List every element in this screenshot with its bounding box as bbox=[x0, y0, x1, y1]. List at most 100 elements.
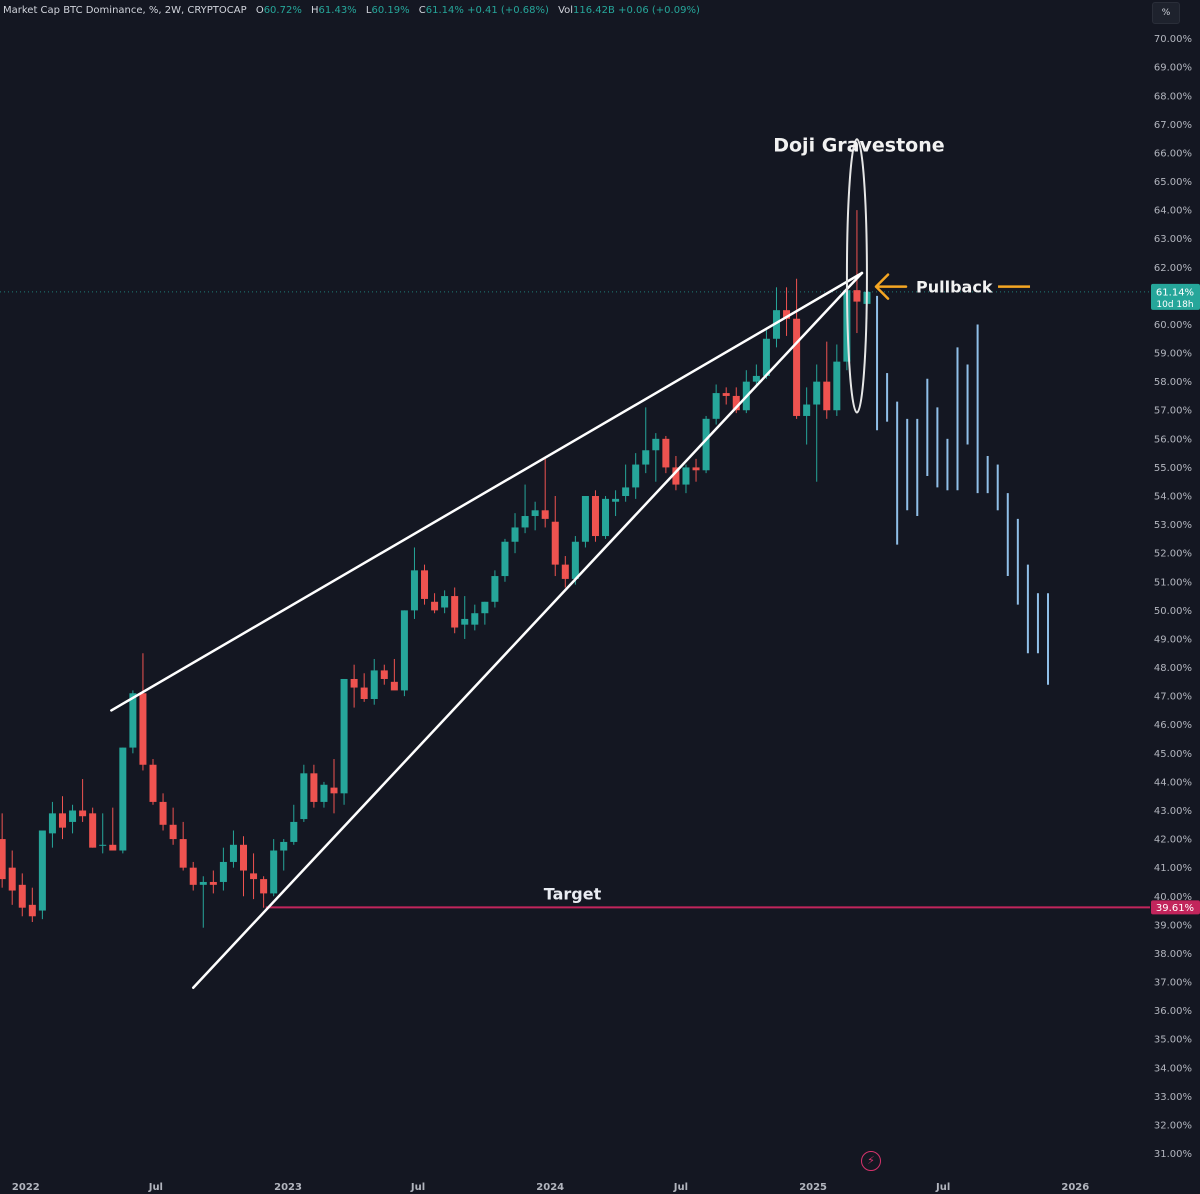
current-price-value: 61.14% bbox=[1156, 287, 1194, 298]
y-tick-label: 63.00% bbox=[1154, 234, 1192, 245]
open-value: 60.72% bbox=[263, 5, 302, 16]
bar-countdown: 10d 18h bbox=[1156, 300, 1193, 310]
candle-body bbox=[330, 787, 338, 794]
y-tick-label: 53.00% bbox=[1154, 520, 1192, 531]
candle-body bbox=[390, 681, 398, 691]
y-tick-label: 66.00% bbox=[1154, 148, 1192, 159]
current-price-badge[interactable] bbox=[1151, 283, 1200, 310]
y-tick-label: 44.00% bbox=[1154, 777, 1192, 788]
candle-body bbox=[732, 395, 740, 411]
percent-scale-button[interactable]: % bbox=[1152, 2, 1180, 24]
target-price-badge[interactable] bbox=[1151, 900, 1200, 915]
x-tick-label: Jul bbox=[148, 1182, 163, 1193]
x-axis[interactable]: 2022 Jul 2023 Jul 2024 Jul 2025 Jul 2026 bbox=[12, 1182, 1089, 1193]
candle-body bbox=[209, 881, 217, 885]
y-tick-label: 65.00% bbox=[1154, 177, 1192, 188]
y-tick-label: 39.00% bbox=[1154, 920, 1192, 931]
target-price-value: 39.61% bbox=[1156, 903, 1194, 914]
pullback-label: Pullback bbox=[916, 278, 993, 297]
x-tick-label: 2024 bbox=[536, 1182, 564, 1193]
projection-layer bbox=[876, 295, 1050, 685]
y-tick-label: 69.00% bbox=[1154, 63, 1192, 74]
y-tick-label: 35.00% bbox=[1154, 1035, 1192, 1046]
candle-body bbox=[260, 879, 268, 894]
candle-body bbox=[290, 821, 298, 842]
candle-body bbox=[340, 678, 348, 794]
doji-gravestone-label: Doji Gravestone bbox=[773, 134, 944, 156]
candle-body bbox=[38, 830, 46, 911]
y-tick-label: 32.00% bbox=[1154, 1120, 1192, 1131]
candle-body bbox=[250, 873, 258, 880]
open-label: O bbox=[255, 5, 264, 16]
y-tick-label: 57.00% bbox=[1154, 406, 1192, 417]
candle-body bbox=[793, 318, 801, 416]
candle-body bbox=[772, 310, 780, 339]
y-tick-label: 37.00% bbox=[1154, 978, 1192, 989]
y-tick-label: 48.00% bbox=[1154, 663, 1192, 674]
y-tick-label: 31.00% bbox=[1154, 1149, 1192, 1160]
y-tick-label: 62.00% bbox=[1154, 263, 1192, 274]
trendlines-layer[interactable] bbox=[110, 271, 864, 989]
candle-body bbox=[803, 404, 811, 416]
candle-body bbox=[682, 467, 690, 485]
symbol-title[interactable]: Market Cap BTC Dominance, %, 2W, CRYPTOC… bbox=[3, 5, 247, 16]
y-tick-label: 55.00% bbox=[1154, 463, 1192, 474]
candle-body bbox=[58, 813, 66, 828]
candle-body bbox=[320, 784, 328, 802]
y-tick-label: 70.00% bbox=[1154, 34, 1192, 45]
candle-body bbox=[119, 747, 127, 851]
candle-body bbox=[99, 844, 107, 846]
vol-label: Vol bbox=[558, 5, 574, 16]
candle-body bbox=[762, 338, 770, 376]
candle-body bbox=[380, 670, 388, 679]
y-tick-label: 41.00% bbox=[1154, 863, 1192, 874]
lightning-icon[interactable]: ⚡ bbox=[861, 1151, 881, 1171]
chart-legend: Market Cap BTC Dominance, %, 2W, CRYPTOC… bbox=[3, 5, 700, 16]
candle-body bbox=[602, 498, 610, 537]
candle-body bbox=[79, 810, 87, 817]
candle-body bbox=[410, 570, 418, 611]
candle-body bbox=[8, 867, 16, 891]
candle-body bbox=[491, 576, 499, 602]
y-tick-label: 45.00% bbox=[1154, 749, 1192, 760]
close-label: C bbox=[418, 5, 426, 16]
trendline-lower[interactable] bbox=[191, 271, 864, 989]
y-axis[interactable]: 70.00% 69.00% 68.00% 67.00% 66.00% 65.00% 64.0… bbox=[1151, 34, 1200, 1160]
x-tick-label: Jul bbox=[673, 1182, 688, 1193]
candle-body bbox=[400, 610, 408, 691]
candle-body bbox=[219, 861, 227, 882]
candle-body bbox=[280, 841, 288, 851]
candle-body bbox=[571, 541, 579, 579]
candle-body bbox=[370, 670, 378, 699]
y-tick-label: 38.00% bbox=[1154, 949, 1192, 960]
candle-body bbox=[471, 613, 479, 625]
y-tick-label: 60.00% bbox=[1154, 320, 1192, 331]
candle-body bbox=[0, 839, 6, 880]
candle-body bbox=[360, 687, 368, 699]
candle-body bbox=[199, 881, 207, 885]
candle-body bbox=[541, 510, 549, 519]
candle-body bbox=[531, 510, 539, 517]
y-tick-label: 54.00% bbox=[1154, 492, 1192, 503]
y-tick-label: 50.00% bbox=[1154, 606, 1192, 617]
y-tick-label: 67.00% bbox=[1154, 120, 1192, 131]
high-value: 61.43% bbox=[318, 5, 357, 16]
candle-body bbox=[139, 693, 147, 765]
candle-body bbox=[350, 678, 358, 688]
candle-body bbox=[722, 393, 730, 396]
trendline-upper[interactable] bbox=[110, 271, 864, 712]
candle-body bbox=[581, 496, 589, 542]
candle-body bbox=[270, 850, 278, 894]
candle-body bbox=[169, 824, 177, 840]
x-tick-label: 2022 bbox=[12, 1182, 40, 1193]
candle-body bbox=[481, 601, 489, 614]
annotations-layer: Doji Gravestone Pullback bbox=[773, 134, 1031, 414]
doji-highlight-ellipse bbox=[845, 138, 868, 414]
x-tick-label: 2025 bbox=[799, 1182, 827, 1193]
low-label: L bbox=[365, 5, 372, 16]
candle-body bbox=[431, 601, 439, 611]
candle-body bbox=[561, 564, 569, 579]
candle-body bbox=[149, 764, 157, 802]
y-tick-label: 49.00% bbox=[1154, 634, 1192, 645]
